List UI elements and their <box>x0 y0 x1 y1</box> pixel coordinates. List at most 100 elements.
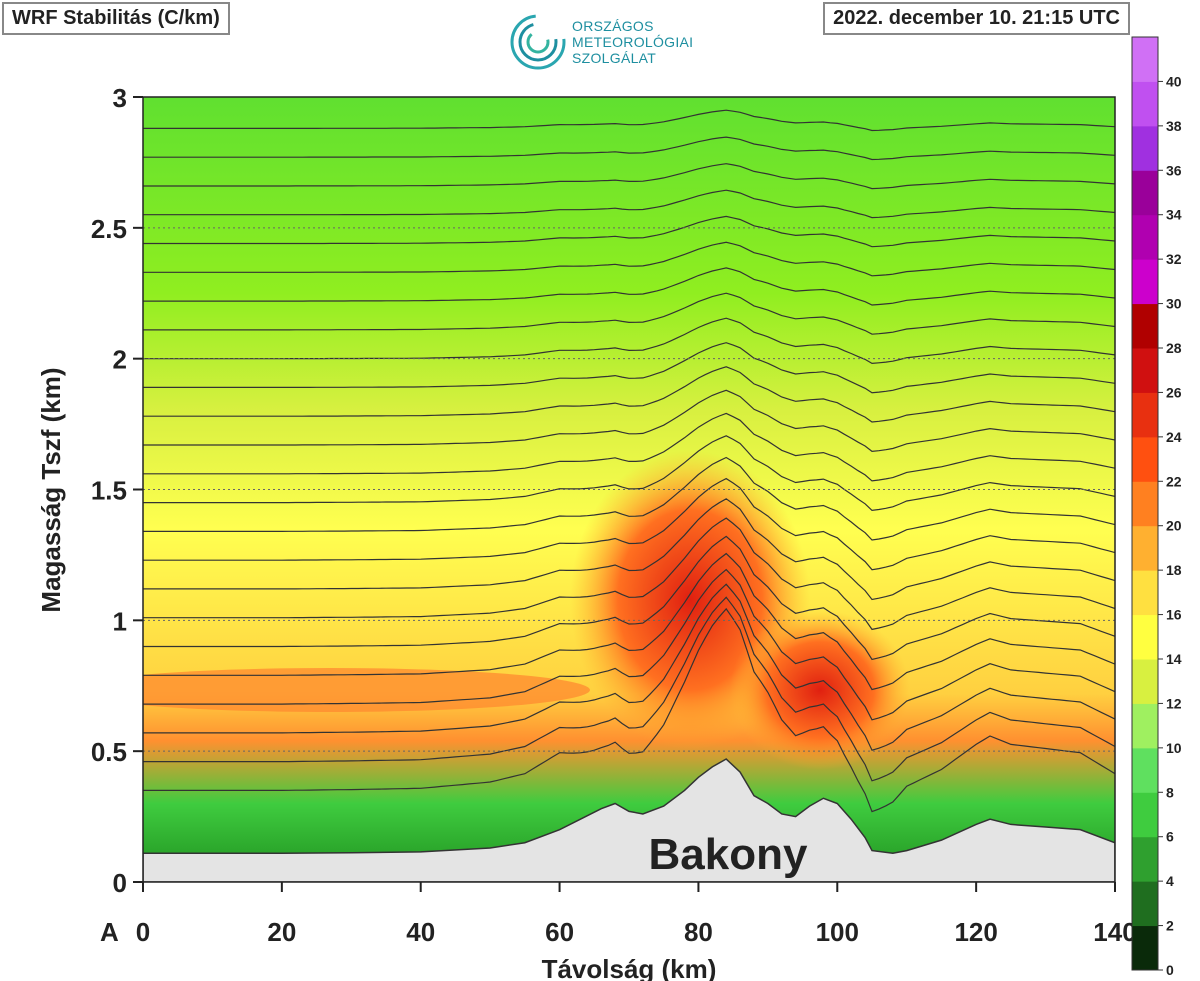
logo-line-2: METEOROLÓGIAI <box>572 34 694 50</box>
colorbar-segment <box>1132 436 1158 482</box>
colorbar-label: 4 <box>1166 873 1174 889</box>
colorbar-segment <box>1132 881 1158 927</box>
isentrope-line <box>143 568 1115 721</box>
colorbar-frame <box>1131 36 1159 971</box>
isentrope-line <box>143 215 1115 248</box>
colorbar-segment <box>1132 925 1158 971</box>
datetime-label: 2022. december 10. 21:15 UTC <box>823 2 1130 35</box>
y-tick-label: 1 <box>113 606 127 636</box>
y-tick-label: 2 <box>113 345 127 375</box>
grid <box>143 97 1115 882</box>
colorbar-label: 32 <box>1166 251 1182 267</box>
colorbar-label: 24 <box>1166 429 1182 445</box>
colorbar-segment <box>1132 747 1158 793</box>
colorbar-label: 16 <box>1166 607 1182 623</box>
y-axis: 0 0.5 1 1.5 2 2.5 3 <box>91 83 143 898</box>
isentrope-line <box>143 342 1115 394</box>
y-tick-label: 1.5 <box>91 476 127 506</box>
colorbar-segment <box>1132 614 1158 660</box>
terrain-profile <box>143 758 1115 882</box>
logo-swirl-icon <box>510 14 566 70</box>
x-tick-label: 20 <box>267 917 296 947</box>
high-stability-core-2 <box>730 610 910 770</box>
colorbar-label: 18 <box>1166 562 1182 578</box>
colorbar-segment <box>1132 570 1158 616</box>
isentrope-line <box>143 435 1115 512</box>
plot-area <box>143 97 1115 882</box>
colorbar-label: 30 <box>1166 296 1182 312</box>
isentrope-line <box>143 292 1115 335</box>
y-tick-label: 3 <box>113 83 127 113</box>
isentrope-line <box>143 366 1115 423</box>
colorbar-label: 6 <box>1166 829 1174 845</box>
x-axis: 0 20 40 60 80 100 120 140 <box>136 882 1137 947</box>
colorbar-segment <box>1132 348 1158 393</box>
isentrope-line <box>143 267 1115 306</box>
x-tick-label: 0 <box>136 917 150 947</box>
colorbar-segment <box>1132 170 1158 216</box>
colorbar-segment <box>1132 481 1158 527</box>
x-tick-label: 120 <box>954 917 997 947</box>
inversion-layer <box>143 668 590 712</box>
colorbar-label: 28 <box>1166 340 1182 356</box>
isentrope-line <box>143 607 1115 813</box>
colorbar-segment <box>1132 836 1158 882</box>
isentropes <box>143 109 1115 813</box>
colorbar-segment <box>1132 792 1158 838</box>
omsz-logo: ORSZÁGOS METEOROLÓGIAI SZOLGÁLAT <box>510 10 710 80</box>
isentrope-line <box>143 596 1115 782</box>
colorbar-segment <box>1132 259 1158 305</box>
colorbar-label: 0 <box>1166 962 1174 978</box>
colorbar-segment <box>1132 303 1158 349</box>
isentrope-line <box>143 109 1115 132</box>
colorbar-label: 20 <box>1166 518 1182 534</box>
colorbar-segment <box>1132 392 1158 438</box>
colorbar-segment <box>1132 703 1158 749</box>
y-tick-label: 2.5 <box>91 214 127 244</box>
colorbar-label: 26 <box>1166 384 1182 400</box>
isentrope-line <box>143 535 1115 661</box>
isentrope-line <box>143 163 1115 190</box>
colorbar-segment <box>1132 81 1158 127</box>
colorbar-segment <box>1132 525 1158 571</box>
colorbar-label: 2 <box>1166 918 1174 934</box>
bakony-annotation: Bakony <box>649 830 808 879</box>
y-tick-label: 0 <box>113 868 127 898</box>
isentrope-line <box>143 412 1115 482</box>
x-tick-label: 80 <box>684 917 713 947</box>
colorbar-label: 12 <box>1166 695 1182 711</box>
colorbar-segment <box>1132 37 1158 82</box>
isentrope-line <box>143 456 1115 541</box>
isentrope-line <box>143 552 1115 691</box>
logo-line-1: ORSZÁGOS <box>572 18 654 34</box>
isentrope-line <box>143 241 1115 277</box>
isentrope-line <box>143 477 1115 571</box>
x-start-label: A <box>100 917 119 947</box>
x-tick-label: 40 <box>406 917 435 947</box>
colorbar-label: 38 <box>1166 118 1182 134</box>
logo-line-3: SZOLGÁLAT <box>572 50 657 66</box>
x-tick-label: 100 <box>816 917 859 947</box>
colorbar-label: 22 <box>1166 473 1182 489</box>
isentrope-line <box>143 583 1115 751</box>
colorbar-label: 36 <box>1166 162 1182 178</box>
x-axis-label: Távolság (km) <box>542 954 717 981</box>
y-tick-label: 0.5 <box>91 737 127 767</box>
colorbar-label: 10 <box>1166 740 1182 756</box>
isentrope-line <box>143 498 1115 601</box>
x-tick-label: 140 <box>1093 917 1136 947</box>
isentrope-line <box>143 517 1115 631</box>
colorbar-label: 34 <box>1166 207 1182 223</box>
colorbar-segment <box>1132 214 1158 260</box>
isentrope-line <box>143 136 1115 161</box>
colorbar-label: 40 <box>1166 73 1182 89</box>
x-tick-label: 60 <box>545 917 574 947</box>
y-axis-label: Magasság Tszf (km) <box>36 367 66 612</box>
colorbar-segment <box>1132 659 1158 704</box>
chart-title: WRF Stabilitás (C/km) <box>2 2 230 35</box>
colorbar-segment <box>1132 125 1158 171</box>
isentrope-line <box>143 389 1115 453</box>
isentrope-line <box>143 189 1115 219</box>
